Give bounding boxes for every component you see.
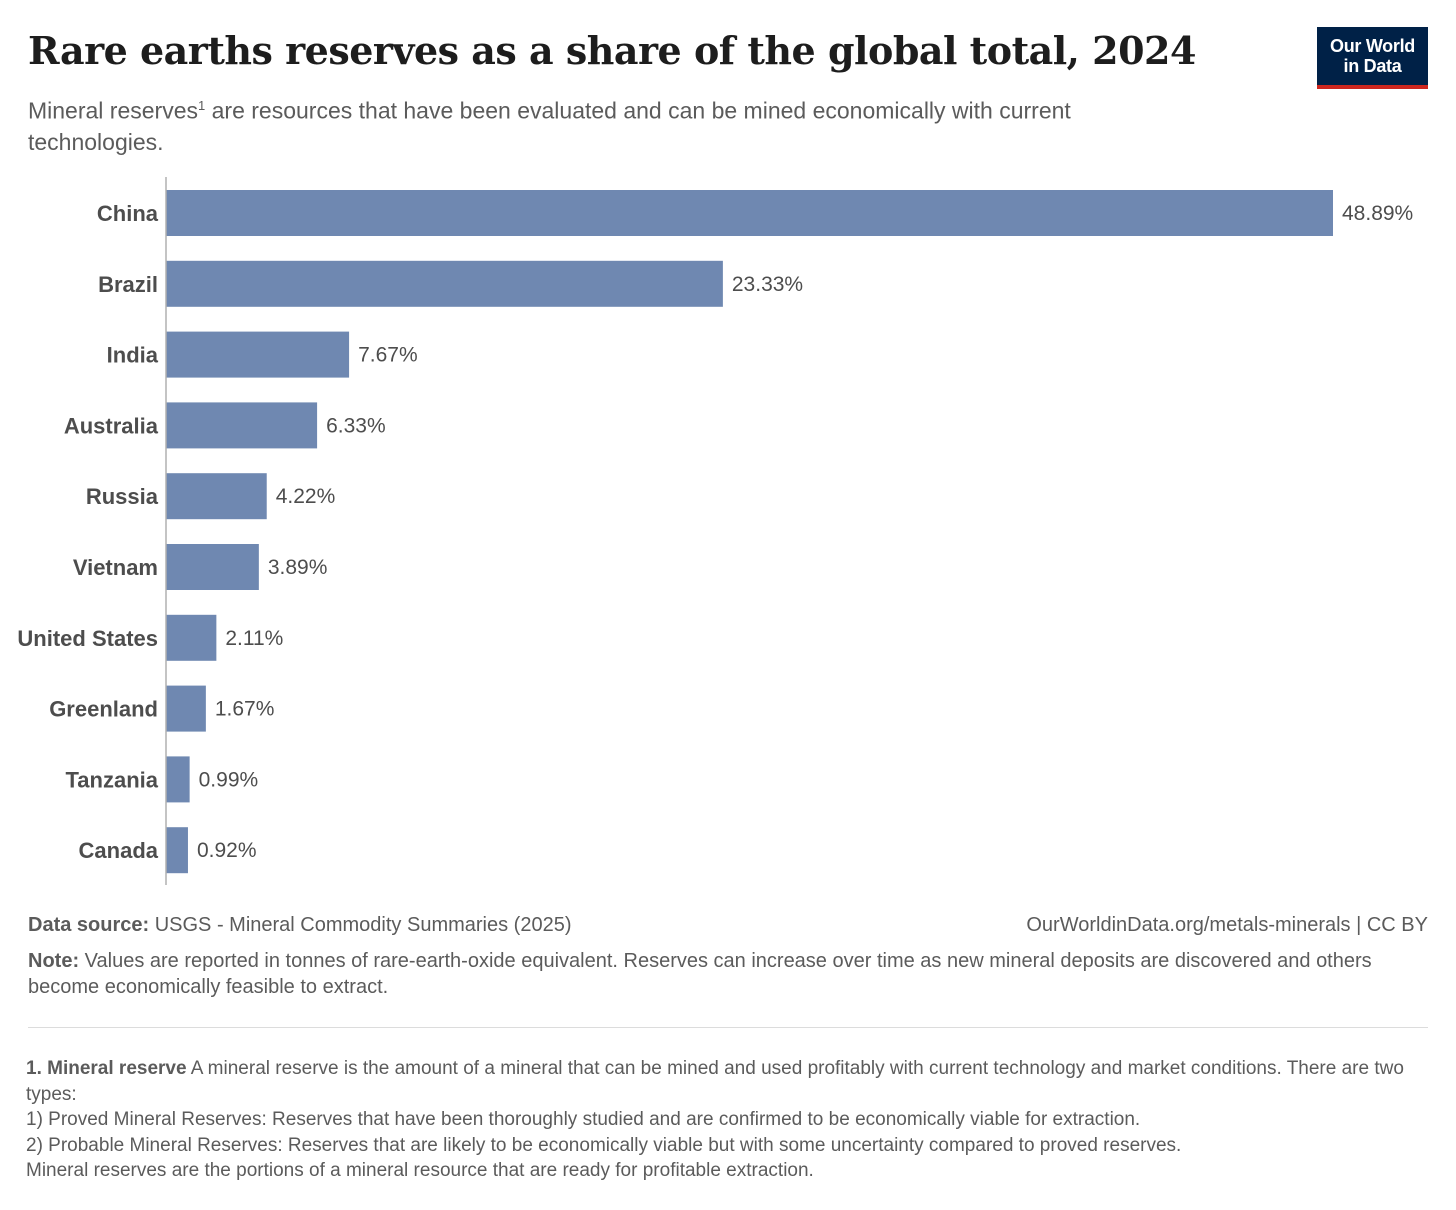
data-source-line: Data source: USGS - Mineral Commodity Su… (28, 914, 1428, 937)
category-label-russia: Russia (86, 484, 159, 509)
category-label-brazil: Brazil (98, 272, 158, 297)
bar-australia[interactable] (166, 402, 318, 449)
bar-greenland[interactable] (166, 685, 206, 732)
bar-vietnam[interactable] (166, 544, 259, 590)
bar-canada[interactable] (166, 827, 188, 874)
note-text: Values are reported in tonnes of rare-ea… (28, 950, 1372, 998)
note-label: Note: (28, 950, 80, 972)
chart-subtitle: Mineral reserves1 are resources that hav… (28, 90, 1208, 158)
value-label-india: 7.67% (358, 344, 418, 367)
data-source-text[interactable]: USGS - Mineral Commodity Summaries (2025… (149, 914, 572, 936)
bar-india[interactable] (166, 331, 350, 378)
footnote-block: 1. Mineral reserve A mineral reserve is … (26, 1056, 1436, 1184)
category-label-australia: Australia (64, 413, 159, 438)
bar-chart: China 48.89% Brazil 23.33% India 7.67% Austral… (17, 177, 1413, 885)
value-label-china: 48.89% (1342, 202, 1413, 225)
category-label-greenland: Greenland (49, 697, 158, 722)
footer-divider (28, 1027, 1428, 1028)
footnote-definition: A mineral reserve is the amount of a min… (26, 1058, 1404, 1105)
value-label-tanzania: 0.99% (199, 768, 259, 791)
value-label-greenland: 1.67% (215, 698, 275, 721)
bar-tanzania[interactable] (166, 756, 190, 803)
footnote-line-2: 1) Proved Mineral Reserves: Reserves tha… (26, 1109, 1141, 1130)
footnote-line-3: 2) Probable Mineral Reserves: Reserves t… (26, 1134, 1182, 1156)
value-label-vietnam: 3.89% (268, 556, 328, 579)
bar-united-states[interactable] (166, 614, 217, 661)
logo-line-2: in Data (1343, 56, 1402, 76)
subtitle-text-start: Mineral reserves (28, 97, 198, 124)
data-source-label: Data source: (28, 914, 150, 936)
chart-note: Note: Values are reported in tonnes of r… (28, 948, 1408, 1000)
bar-russia[interactable] (166, 473, 267, 520)
category-label-india: India (107, 343, 159, 368)
value-label-australia: 6.33% (326, 414, 386, 437)
logo-line-1: Our World (1330, 36, 1415, 56)
category-label-china: China (97, 201, 159, 226)
footnote-ref-link[interactable]: 1 (198, 98, 206, 113)
value-label-canada: 0.92% (197, 839, 257, 862)
value-label-united-states: 2.11% (225, 627, 283, 650)
value-label-brazil: 23.33% (732, 273, 803, 296)
category-label-united-states: United States (17, 626, 158, 651)
chart-title: Rare earths reserves as a share of the g… (28, 28, 1196, 73)
value-label-russia: 4.22% (276, 485, 336, 508)
bar-brazil[interactable] (166, 260, 723, 307)
attribution-link[interactable]: OurWorldinData.org/metals-minerals | CC … (1026, 914, 1428, 936)
category-label-vietnam: Vietnam (73, 555, 158, 580)
footnote-line-1: 1. Mineral reserve A mineral reserve is … (26, 1056, 1436, 1107)
footnote-line-4: Mineral reserves are the portions of a m… (26, 1160, 814, 1181)
footnote-label: 1. Mineral reserve (26, 1058, 187, 1079)
bar-china[interactable] (166, 190, 1333, 236)
category-label-tanzania: Tanzania (65, 767, 158, 792)
owid-logo[interactable]: Our World in Data (1317, 27, 1428, 89)
subtitle-text-end: are resources that have been evaluated a… (28, 97, 1071, 155)
category-label-canada: Canada (79, 838, 159, 863)
